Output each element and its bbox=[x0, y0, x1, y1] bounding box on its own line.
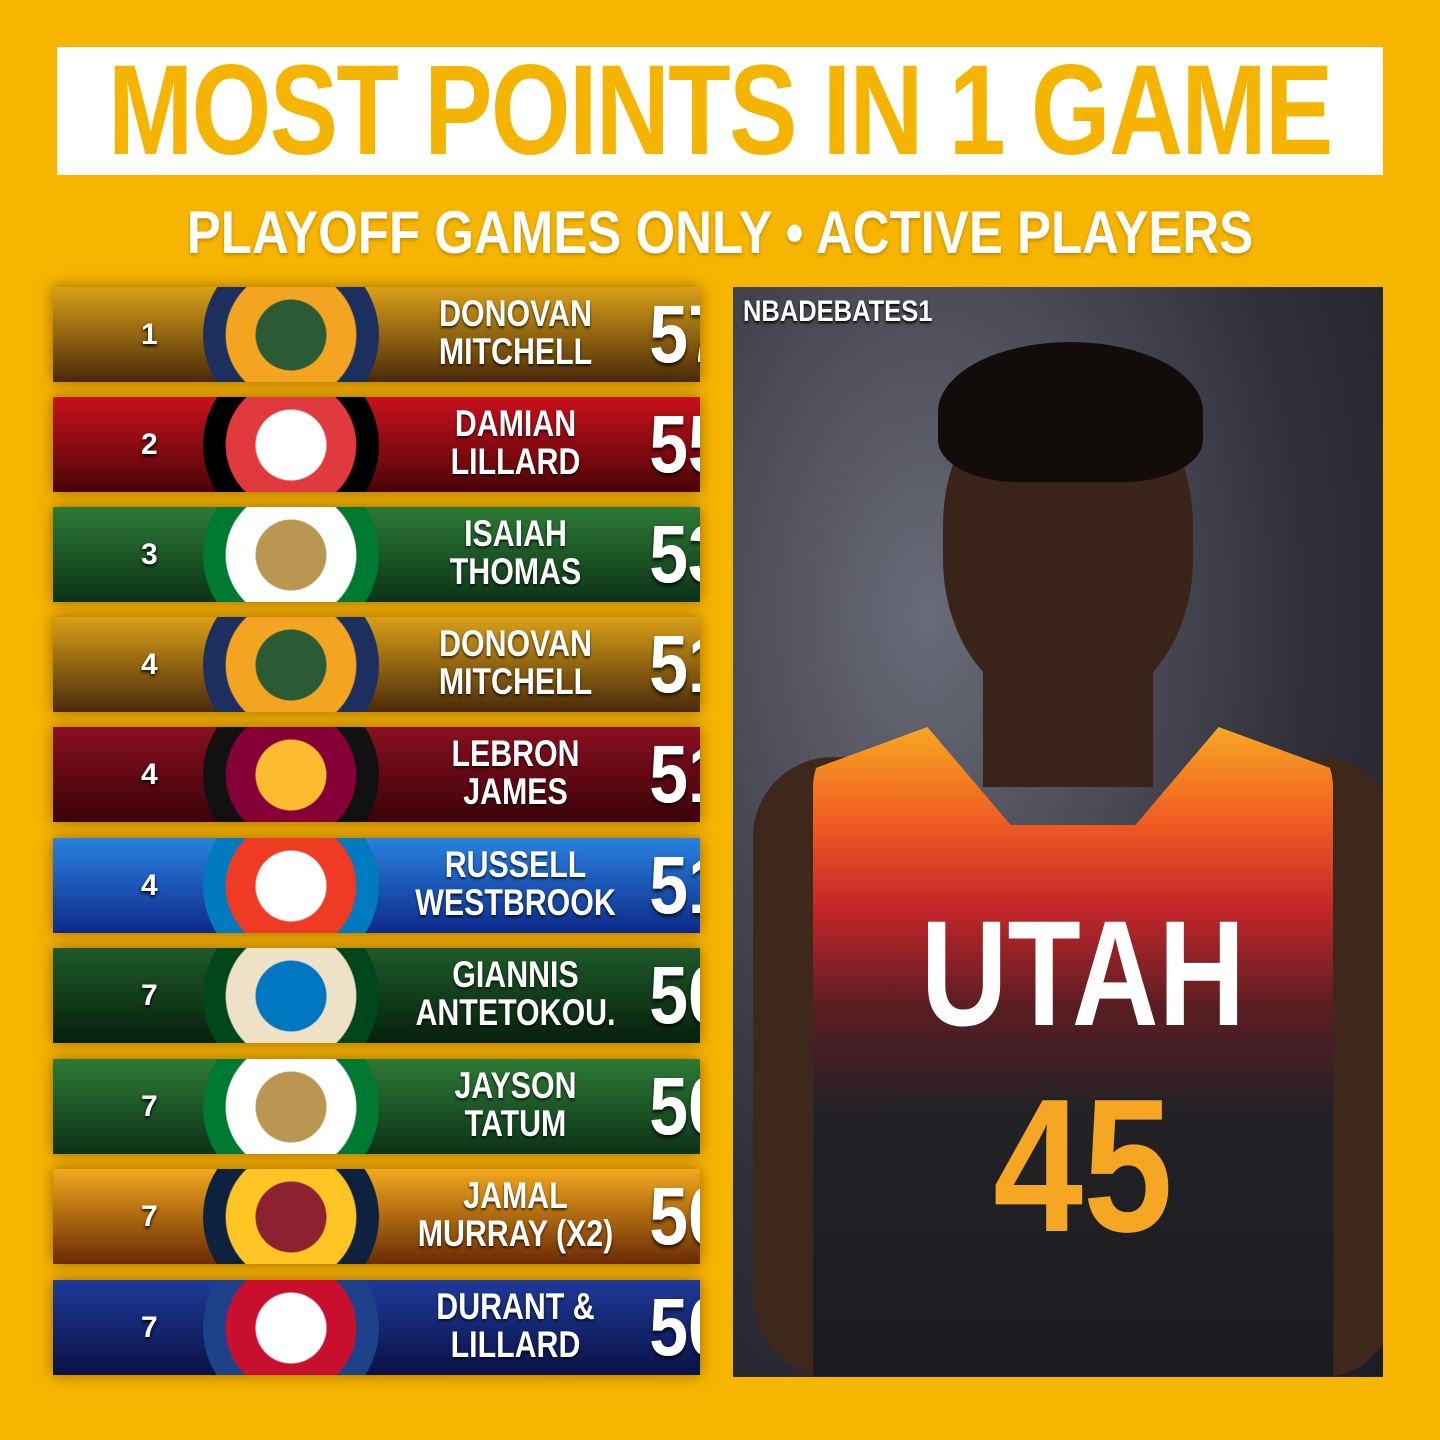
player-name-line1: LEBRON bbox=[451, 733, 580, 774]
ranking-row: 7 DURANT &LILLARD 50 bbox=[53, 1280, 700, 1375]
points: 51 bbox=[649, 729, 700, 820]
team-logo-icon bbox=[203, 617, 379, 712]
player-name: DONOVAN MITCHELL bbox=[407, 295, 624, 371]
player-name: DONOVAN MITCHELL bbox=[407, 625, 624, 701]
player-name-line1: RUSSELL bbox=[444, 844, 587, 885]
player-photo: UTAH 45 NBADEBATES1 bbox=[733, 287, 1383, 1377]
player-name-line1: DONOVAN bbox=[439, 293, 592, 334]
team-logo-icon bbox=[203, 1059, 379, 1154]
photo-credit: NBADEBATES1 bbox=[743, 295, 933, 328]
player-name-line1: DURANT & bbox=[436, 1286, 595, 1327]
rank: 4 bbox=[141, 758, 158, 791]
player-name-line1: ISAIAH bbox=[464, 513, 567, 554]
player-name-line2: MITCHELL bbox=[438, 331, 593, 372]
player-name: LEBRON JAMES bbox=[407, 735, 624, 811]
player-name-line2: LILLARD bbox=[450, 1324, 581, 1365]
player-name-line1: JAYSON bbox=[454, 1065, 577, 1106]
team-logo-icon bbox=[203, 727, 379, 822]
points: 50 bbox=[649, 950, 700, 1041]
player-name-line2: THOMAS bbox=[449, 551, 582, 592]
team-logo-icon bbox=[203, 838, 379, 933]
title-box: MOST POINTS IN 1 GAME bbox=[57, 47, 1383, 175]
player-name: JAMAL MURRAY (X2) bbox=[407, 1177, 624, 1253]
subtitle: PLAYOFF GAMES ONLY • ACTIVE PLAYERS bbox=[186, 199, 1254, 266]
points: 53 bbox=[649, 509, 700, 600]
rank: 4 bbox=[141, 648, 158, 681]
rank: 7 bbox=[141, 1090, 158, 1123]
page-title: MOST POINTS IN 1 GAME bbox=[108, 47, 1333, 175]
player-name-line2: JAMES bbox=[463, 771, 568, 812]
player-name-line2: ANTETOKOU. bbox=[415, 992, 616, 1033]
points: 50 bbox=[649, 1061, 700, 1152]
player-name-line1: JAMAL bbox=[463, 1175, 568, 1216]
points: 51 bbox=[649, 619, 700, 710]
player-name-line2: MURRAY (X2) bbox=[417, 1213, 614, 1254]
player-name-line1: DAMIAN bbox=[454, 403, 577, 444]
player-name: JAYSON TATUM bbox=[407, 1067, 624, 1143]
rank: 4 bbox=[141, 869, 158, 902]
points: 51 bbox=[649, 840, 700, 931]
rank: 7 bbox=[141, 1311, 158, 1344]
player-name: ISAIAH THOMAS bbox=[407, 515, 624, 591]
points: 57 bbox=[649, 289, 700, 380]
points: 55 bbox=[649, 399, 700, 490]
player-name: DAMIAN LILLARD bbox=[407, 405, 624, 481]
photo-hair bbox=[938, 342, 1203, 482]
jersey-team: UTAH bbox=[920, 889, 1246, 1057]
player-name-line2: TATUM bbox=[464, 1103, 567, 1144]
rank: 3 bbox=[141, 538, 158, 571]
team-logo-icon bbox=[203, 397, 379, 492]
player-name-line2: LILLARD bbox=[450, 441, 581, 482]
team-logo-icon bbox=[203, 507, 379, 602]
player-name: DURANT & LILLARD bbox=[407, 1288, 624, 1364]
player-name-line1: DONOVAN bbox=[439, 623, 592, 664]
player-name: GIANNIS ANTETOKOU. bbox=[407, 956, 624, 1032]
rank: 7 bbox=[141, 979, 158, 1012]
jersey: UTAH 45 bbox=[813, 727, 1333, 1377]
team-logo-icon bbox=[203, 1280, 379, 1375]
rank: 1 bbox=[141, 318, 158, 351]
player-name-line1: GIANNIS bbox=[452, 954, 579, 995]
rank: 2 bbox=[141, 428, 158, 461]
rank: 7 bbox=[141, 1200, 158, 1233]
points: 50 bbox=[649, 1171, 700, 1262]
team-logo-icon bbox=[203, 1169, 379, 1264]
player-name-line2: MITCHELL bbox=[438, 661, 593, 702]
player-name: RUSSELL WESTBROOK bbox=[407, 846, 624, 922]
player-name-line2: WESTBROOK bbox=[415, 882, 616, 923]
team-logo-icon bbox=[203, 287, 379, 382]
jersey-number: 45 bbox=[993, 1060, 1173, 1272]
team-logo-icon bbox=[203, 948, 379, 1043]
points: 50 bbox=[649, 1282, 700, 1373]
